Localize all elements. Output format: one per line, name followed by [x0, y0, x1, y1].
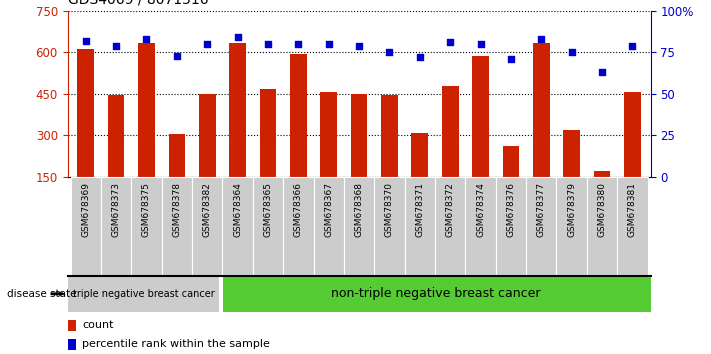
Bar	[108, 95, 124, 177]
Text: GSM678366: GSM678366	[294, 182, 303, 237]
Bar	[161, 177, 192, 276]
Bar	[314, 177, 344, 276]
Bar	[68, 276, 219, 312]
Text: non-triple negative breast cancer: non-triple negative breast cancer	[331, 287, 540, 300]
Bar	[563, 130, 580, 177]
Text: triple negative breast cancer: triple negative breast cancer	[73, 289, 215, 299]
Text: GSM678378: GSM678378	[172, 182, 181, 237]
Bar	[253, 177, 283, 276]
Text: GSM678379: GSM678379	[567, 182, 576, 237]
Point	[414, 55, 425, 60]
Bar	[587, 177, 617, 276]
Text: GDS4069 / 8071516: GDS4069 / 8071516	[68, 0, 208, 7]
Text: GSM678375: GSM678375	[142, 182, 151, 237]
Bar	[472, 56, 489, 177]
Bar	[283, 177, 314, 276]
Bar	[344, 177, 374, 276]
Point	[323, 41, 334, 47]
Point	[475, 41, 486, 47]
Bar	[465, 177, 496, 276]
Bar	[138, 42, 155, 177]
Text: GSM678365: GSM678365	[264, 182, 272, 237]
Bar	[526, 177, 557, 276]
Bar	[260, 89, 277, 177]
Point	[171, 53, 183, 58]
Bar	[70, 177, 101, 276]
Text: GSM678364: GSM678364	[233, 182, 242, 237]
Bar	[223, 177, 253, 276]
Bar	[405, 177, 435, 276]
Point	[353, 43, 365, 48]
Text: percentile rank within the sample: percentile rank within the sample	[82, 339, 270, 349]
Point	[384, 50, 395, 55]
Point	[293, 41, 304, 47]
Bar	[351, 94, 368, 177]
Point	[597, 69, 608, 75]
Point	[141, 36, 152, 42]
Bar	[617, 177, 648, 276]
Bar	[101, 177, 132, 276]
Bar	[594, 171, 610, 177]
Point	[506, 56, 517, 62]
Point	[262, 41, 274, 47]
Bar	[290, 55, 306, 177]
Bar	[442, 86, 459, 177]
Bar	[381, 95, 397, 177]
Bar	[503, 146, 519, 177]
Text: GSM678374: GSM678374	[476, 182, 485, 237]
Bar	[229, 42, 246, 177]
Bar	[68, 339, 76, 350]
Text: GSM678377: GSM678377	[537, 182, 546, 237]
Text: GSM678381: GSM678381	[628, 182, 637, 237]
Bar	[496, 177, 526, 276]
Bar	[533, 42, 550, 177]
Point	[444, 39, 456, 45]
Bar	[192, 177, 223, 276]
Text: GSM678371: GSM678371	[415, 182, 424, 237]
Text: GSM678370: GSM678370	[385, 182, 394, 237]
Bar	[412, 133, 428, 177]
Point	[201, 41, 213, 47]
Text: GSM678373: GSM678373	[112, 182, 121, 237]
Text: GSM678382: GSM678382	[203, 182, 212, 237]
Bar	[169, 134, 185, 177]
Bar	[132, 177, 161, 276]
Text: GSM678380: GSM678380	[597, 182, 606, 237]
Bar	[68, 320, 76, 331]
Text: GSM678367: GSM678367	[324, 182, 333, 237]
Text: GSM678368: GSM678368	[355, 182, 363, 237]
Bar	[77, 50, 94, 177]
Point	[232, 34, 243, 40]
Bar	[223, 276, 651, 312]
Text: GSM678376: GSM678376	[506, 182, 515, 237]
Bar	[321, 92, 337, 177]
Point	[110, 43, 122, 48]
Bar	[435, 177, 465, 276]
Point	[626, 43, 638, 48]
Bar	[199, 94, 215, 177]
Text: GSM678372: GSM678372	[446, 182, 454, 237]
Text: GSM678369: GSM678369	[81, 182, 90, 237]
Bar	[374, 177, 405, 276]
Point	[80, 38, 92, 44]
Point	[535, 36, 547, 42]
Bar	[557, 177, 587, 276]
Point	[566, 50, 577, 55]
Text: disease state: disease state	[7, 289, 77, 299]
Bar	[624, 92, 641, 177]
Text: count: count	[82, 320, 114, 330]
